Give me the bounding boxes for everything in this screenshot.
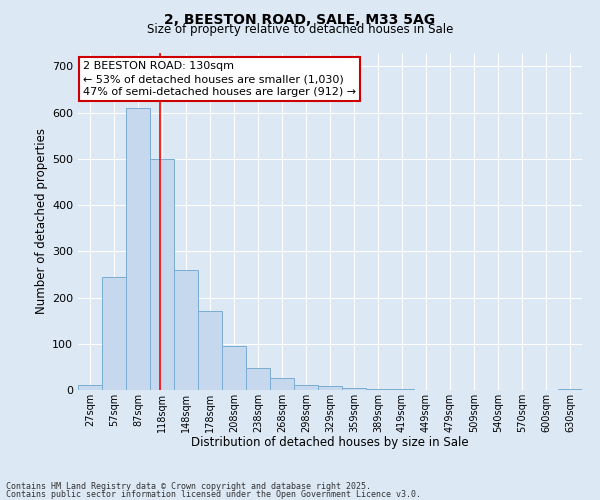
Bar	[318, 386, 342, 390]
Text: 2 BEESTON ROAD: 130sqm
← 53% of detached houses are smaller (1,030)
47% of semi-: 2 BEESTON ROAD: 130sqm ← 53% of detached…	[83, 61, 356, 98]
X-axis label: Distribution of detached houses by size in Sale: Distribution of detached houses by size …	[191, 436, 469, 450]
Bar	[342, 388, 366, 390]
Bar	[270, 378, 294, 390]
Bar	[558, 389, 582, 390]
Bar	[390, 389, 414, 390]
Bar	[222, 346, 246, 390]
Bar	[198, 312, 222, 390]
Bar	[174, 270, 198, 390]
Bar	[126, 108, 150, 390]
Bar	[150, 159, 174, 390]
Text: 2, BEESTON ROAD, SALE, M33 5AG: 2, BEESTON ROAD, SALE, M33 5AG	[164, 12, 436, 26]
Text: Contains public sector information licensed under the Open Government Licence v3: Contains public sector information licen…	[6, 490, 421, 499]
Text: Contains HM Land Registry data © Crown copyright and database right 2025.: Contains HM Land Registry data © Crown c…	[6, 482, 371, 491]
Y-axis label: Number of detached properties: Number of detached properties	[35, 128, 48, 314]
Bar	[366, 388, 390, 390]
Bar	[294, 386, 318, 390]
Bar	[102, 276, 126, 390]
Bar	[246, 368, 270, 390]
Text: Size of property relative to detached houses in Sale: Size of property relative to detached ho…	[147, 22, 453, 36]
Bar	[78, 386, 102, 390]
